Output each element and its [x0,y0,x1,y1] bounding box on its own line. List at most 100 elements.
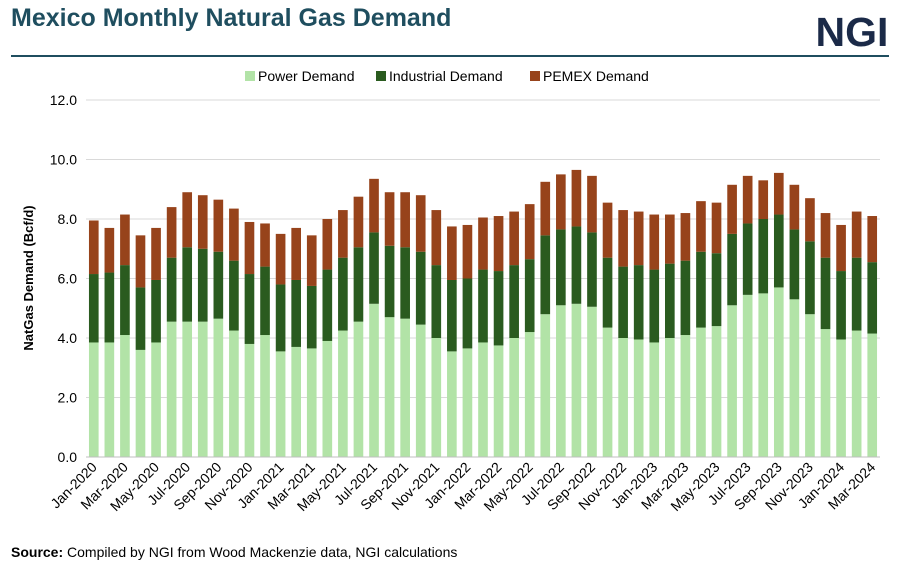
bar-industrial-demand [88,274,99,343]
bar-industrial-demand [120,265,130,336]
bar-industrial-demand [758,219,769,294]
bar-power-demand [773,287,784,457]
bar-power-demand [462,348,473,457]
bar-industrial-demand [369,232,379,304]
bar-power-demand [836,339,846,457]
bar-industrial-demand [135,287,146,350]
legend-label: Power Demand [258,68,355,84]
bar-industrial-demand [400,247,410,319]
chart-title: Mexico Monthly Natural Gas Demand [11,4,452,32]
bar-industrial-demand [244,274,255,344]
bar-pemex-demand [633,211,644,266]
bar-power-demand [820,329,831,457]
y-tick-label: 8.0 [58,211,78,227]
bar-power-demand [556,305,566,457]
bar-pemex-demand [742,175,753,224]
bar-power-demand [260,335,270,457]
legend-swatch [530,71,540,81]
legend-swatch [245,71,255,81]
bar-industrial-demand [213,251,224,319]
source-note: Source: Compiled by NGI from Wood Macken… [11,544,457,560]
bar-pemex-demand [478,217,488,270]
bar-pemex-demand [275,233,286,285]
bar-industrial-demand [665,263,675,339]
bar-power-demand [431,338,442,457]
bar-industrial-demand [789,229,800,300]
bar-industrial-demand [556,229,566,306]
bar-power-demand [602,327,613,457]
bar-industrial-demand [291,279,301,347]
bar-power-demand [415,324,426,457]
bar-power-demand [665,338,675,457]
legend-label: PEMEX Demand [543,68,649,84]
bar-industrial-demand [711,253,722,327]
bar-industrial-demand [322,269,333,341]
bar-industrial-demand [509,265,519,338]
bar-power-demand [120,335,130,457]
bar-pemex-demand [182,192,193,248]
bar-pemex-demand [88,220,99,275]
bar-power-demand [384,317,395,457]
title-divider [11,55,889,57]
bar-pemex-demand [151,227,161,280]
bar-industrial-demand [836,271,846,340]
bar-power-demand [213,318,224,457]
bar-power-demand [649,342,660,457]
bar-industrial-demand [649,269,660,343]
bar-pemex-demand [291,227,301,280]
bar-pemex-demand [197,195,208,249]
bar-pemex-demand [587,175,597,233]
y-tick-label: 10.0 [50,152,77,168]
bar-industrial-demand [104,272,115,343]
bar-industrial-demand [742,223,753,295]
bar-pemex-demand [727,184,737,234]
y-tick-label: 12.0 [50,92,77,108]
bar-power-demand [711,326,722,457]
bar-power-demand [758,293,769,458]
ngi-logo: NGI [816,9,889,51]
bar-power-demand [851,330,862,457]
bar-pemex-demand [447,226,457,280]
bar-industrial-demand [338,257,348,331]
bar-pemex-demand [805,198,815,242]
bar-pemex-demand [680,213,691,261]
bar-power-demand [338,330,348,457]
bar-industrial-demand [633,265,644,340]
bar-pemex-demand [400,192,410,248]
bar-industrial-demand [696,251,706,328]
bar-industrial-demand [197,248,208,322]
bar-power-demand [369,303,379,457]
bar-pemex-demand [244,221,255,275]
bar-power-demand [493,345,504,457]
y-tick-label: 4.0 [58,330,78,346]
bar-power-demand [633,339,644,457]
bar-power-demand [182,321,193,457]
bar-power-demand [680,335,691,457]
bar-power-demand [742,294,753,457]
bar-power-demand [540,314,551,457]
bar-pemex-demand [820,213,831,258]
bar-industrial-demand [571,226,582,304]
bar-pemex-demand [773,172,784,215]
legend: Power Demand Industrial Demand PEMEX Deman… [245,68,649,84]
bar-power-demand [166,321,177,457]
bar-power-demand [447,351,457,457]
bar-power-demand [135,349,146,457]
bar-pemex-demand [851,211,862,258]
bar-power-demand [197,321,208,457]
bar-pemex-demand [665,214,675,264]
bar-industrial-demand [431,265,442,338]
bar-pemex-demand [711,202,722,254]
bar-pemex-demand [509,211,519,266]
y-tick-label: 0.0 [58,449,78,465]
bar-power-demand [727,305,737,457]
bar-power-demand [524,332,535,457]
bar-industrial-demand [182,247,193,322]
bar-industrial-demand [151,279,161,343]
bar-pemex-demand [462,224,473,279]
bar-pemex-demand [758,180,769,219]
bar-pemex-demand [571,169,582,227]
source-label: Source: [11,544,64,560]
bar-industrial-demand [820,257,831,330]
bar-power-demand [509,338,519,457]
